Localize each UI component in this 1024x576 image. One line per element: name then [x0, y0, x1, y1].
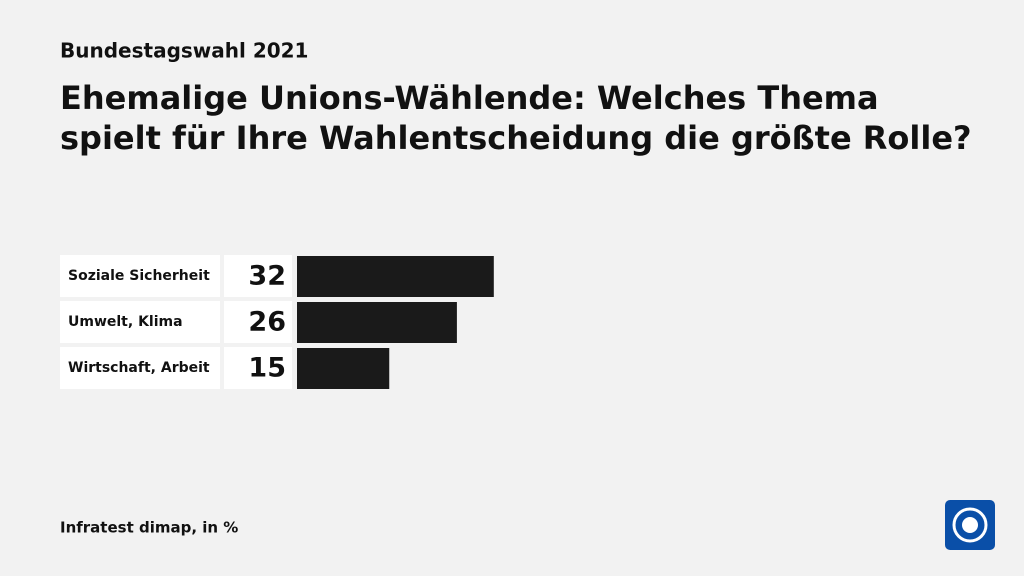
- bar: [297, 348, 390, 389]
- value-label: 32: [248, 261, 286, 292]
- source: Infratest dimap, in %: [60, 519, 238, 537]
- bar: [297, 302, 457, 343]
- category-label: Umwelt, Klima: [68, 314, 183, 330]
- category-label: Soziale Sicherheit: [68, 268, 210, 284]
- supertitle: Bundestagswahl 2021: [60, 39, 308, 63]
- value-label: 15: [248, 353, 286, 384]
- label-box: [60, 347, 220, 389]
- chart-title: Ehemalige Unions-Wählende: Welches Thema: [60, 79, 879, 117]
- value-box: [224, 347, 292, 389]
- value-box: [224, 301, 292, 343]
- bar: [297, 256, 494, 297]
- value-label: 26: [248, 307, 286, 338]
- logo: [945, 500, 995, 550]
- value-box: [224, 255, 292, 297]
- label-box: [60, 255, 220, 297]
- label-box: [60, 301, 220, 343]
- category-label: Wirtschaft, Arbeit: [68, 360, 210, 376]
- chart-title: spielt für Ihre Wahlentscheidung die grö…: [60, 119, 972, 157]
